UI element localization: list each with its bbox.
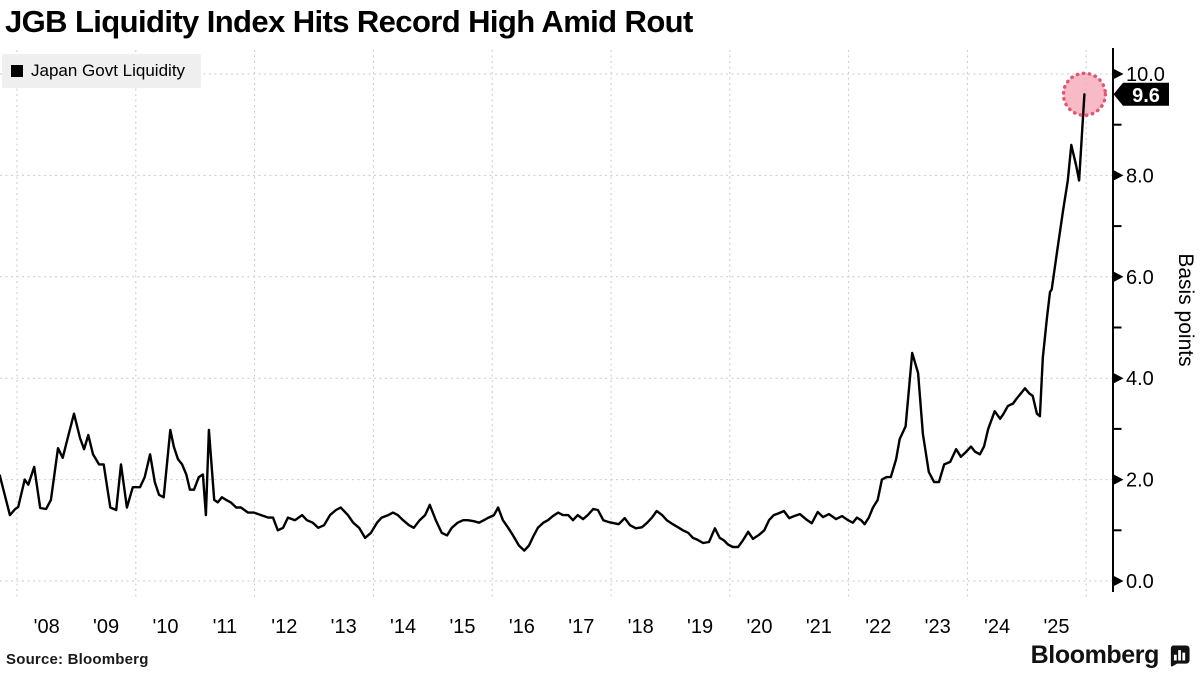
x-axis-tick-label: '20 — [746, 616, 772, 638]
x-axis-tick-label: '18 — [628, 616, 654, 638]
x-axis-tick-label: '25 — [1043, 616, 1069, 638]
legend-label: Japan Govt Liquidity — [31, 61, 186, 80]
x-axis-tick-label: '08 — [34, 616, 60, 638]
last-value-tag-label: 9.6 — [1132, 85, 1160, 107]
page-title: JGB Liquidity Index Hits Record High Ami… — [5, 4, 693, 39]
data-line — [0, 93, 1086, 552]
y-axis-tick-label: 6.0 — [1126, 267, 1154, 289]
x-axis-tick-label: '17 — [568, 616, 594, 638]
x-axis-tick-label: '10 — [152, 616, 178, 638]
bloomberg-logo: Bloomberg — [1031, 641, 1191, 670]
x-axis-tick-label: '21 — [806, 616, 832, 638]
x-axis-tick-label: '24 — [984, 616, 1010, 638]
x-axis-tick-label: '14 — [390, 616, 416, 638]
y-axis-tick-label: 10.0 — [1126, 64, 1165, 86]
y-axis-tick-arrow — [1113, 271, 1124, 283]
y-axis-tick-arrow — [1113, 372, 1124, 384]
x-axis-tick-label: '13 — [331, 616, 357, 638]
x-axis-tick-label: '23 — [925, 616, 951, 638]
x-axis-tick-label: '15 — [449, 616, 475, 638]
y-axis-tick-arrow — [1113, 169, 1124, 181]
x-axis-tick-label: '12 — [271, 616, 297, 638]
y-axis-tick-arrow — [1113, 575, 1124, 587]
y-axis-tick-label: 4.0 — [1126, 368, 1154, 390]
x-axis-tick-label: '11 — [213, 616, 238, 638]
x-axis-tick-label: '19 — [687, 616, 713, 638]
x-axis-tick-label: '22 — [865, 616, 891, 638]
legend-swatch-icon — [11, 65, 23, 77]
last-value-tag — [1113, 82, 1169, 106]
y-axis-tick-arrow — [1113, 68, 1124, 80]
y-axis-tick-label: 0.0 — [1126, 571, 1154, 593]
last-point-dotted-ring — [1061, 71, 1108, 117]
legend: Japan Govt Liquidity — [2, 54, 202, 88]
x-axis-tick-label: '16 — [509, 616, 535, 638]
y-axis-tick-label: 8.0 — [1126, 165, 1154, 187]
bloomberg-terminal-icon — [1170, 645, 1190, 667]
y-axis-tick-label: 2.0 — [1126, 470, 1154, 492]
source-text: Source: Bloomberg — [6, 651, 149, 668]
bloomberg-wordmark: Bloomberg — [1030, 641, 1160, 669]
y-axis-tick-arrow — [1113, 474, 1124, 486]
y-axis-title: Basis points — [1174, 253, 1197, 366]
x-axis-tick-label: '09 — [93, 616, 119, 638]
